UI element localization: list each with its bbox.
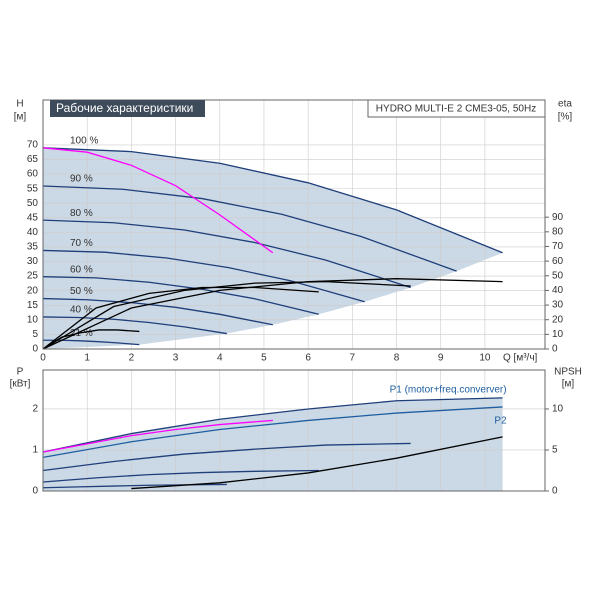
y2-tick-label: 0 — [552, 486, 558, 497]
x-tick-label: 6 — [305, 353, 311, 364]
operating-area — [43, 147, 503, 349]
y-tick-label: 10 — [27, 314, 39, 325]
series-label: 90 % — [70, 174, 93, 185]
series-label: P1 (motor+freq.converver) — [390, 385, 507, 396]
series-line — [42, 147, 503, 254]
y2-tick-label: 90 — [552, 212, 564, 223]
y-tick-label: 5 — [32, 329, 38, 340]
y-tick-label: 55 — [27, 183, 39, 194]
y2-axis-label: NPSH — [554, 367, 582, 378]
operating-area — [43, 397, 503, 491]
y2-tick-label: 80 — [552, 226, 564, 237]
series-line — [42, 286, 319, 350]
y2-tick-label: 5 — [552, 445, 558, 456]
y2-axis-unit: [м] — [562, 379, 575, 390]
y-axis-label: H — [16, 99, 23, 110]
y-tick-label: 15 — [27, 300, 39, 311]
y2-tick-label: 10 — [552, 404, 564, 415]
y2-tick-label: 10 — [552, 329, 564, 340]
series-line — [42, 329, 140, 350]
y-tick-label: 20 — [27, 285, 39, 296]
series-label: 40 % — [70, 305, 93, 316]
series-line — [42, 316, 227, 335]
y-tick-label: 60 — [27, 169, 39, 180]
series-line — [42, 419, 273, 453]
series-line — [131, 436, 503, 490]
y-tick-label: 1 — [32, 445, 38, 456]
series-line — [42, 397, 503, 453]
series-label: 80 % — [70, 208, 93, 219]
series-line — [42, 249, 365, 303]
x-tick-label: 7 — [350, 353, 356, 364]
y-tick-label: 50 — [27, 198, 39, 209]
x-tick-label: 9 — [438, 353, 444, 364]
y-axis-label: P — [17, 367, 24, 378]
y-tick-label: 45 — [27, 212, 39, 223]
series-line — [42, 219, 411, 289]
y2-axis-unit: [%] — [558, 112, 573, 123]
series-line — [42, 147, 274, 254]
y-tick-label: 65 — [27, 154, 39, 165]
y-tick-label: 30 — [27, 256, 39, 267]
plot-frame — [42, 99, 546, 350]
series-line — [42, 469, 319, 483]
series-label: 60 % — [70, 264, 93, 275]
series-line — [42, 297, 273, 326]
series-label: 100 % — [70, 135, 98, 146]
x-axis-label: Q [м³/ч] — [503, 353, 538, 364]
series-line — [42, 276, 319, 315]
x-tick-label: 0 — [40, 353, 46, 364]
series-label: 21 % — [70, 328, 93, 339]
series-label: P2 — [494, 416, 507, 427]
y-tick-label: 35 — [27, 242, 39, 253]
y-tick-label: 25 — [27, 271, 39, 282]
y-axis-unit: [м] — [14, 112, 27, 123]
plot-frame — [42, 369, 546, 492]
x-tick-label: 10 — [479, 353, 491, 364]
y2-axis-label: eta — [558, 99, 572, 110]
y2-tick-label: 40 — [552, 285, 564, 296]
y2-tick-label: 0 — [552, 344, 558, 355]
chart-title: Рабочие характеристики — [56, 101, 193, 115]
y-axis-unit: [кВт] — [10, 379, 31, 390]
y2-tick-label: 20 — [552, 314, 564, 325]
y-tick-label: 0 — [32, 344, 38, 355]
x-tick-label: 2 — [129, 353, 135, 364]
x-tick-label: 4 — [217, 353, 223, 364]
y2-tick-label: 70 — [552, 241, 564, 252]
x-tick-label: 5 — [261, 353, 267, 364]
series-line — [42, 278, 503, 350]
y2-tick-label: 50 — [552, 270, 564, 281]
title-box — [50, 100, 205, 117]
series-line — [42, 406, 503, 459]
y2-tick-label: 30 — [552, 300, 564, 311]
x-tick-label: 1 — [84, 353, 90, 364]
y-tick-label: 40 — [27, 227, 39, 238]
y2-tick-label: 60 — [552, 256, 564, 267]
x-tick-label: 3 — [173, 353, 179, 364]
series-label: 50 % — [70, 286, 93, 297]
y-tick-label: 2 — [32, 404, 38, 415]
series-label: 70 % — [70, 238, 93, 249]
series-line — [42, 280, 411, 350]
chart-subtitle: HYDRO MULTI-E 2 CME3-05, 50Hz — [376, 104, 536, 115]
series-line — [42, 442, 411, 472]
y-tick-label: 0 — [32, 486, 38, 497]
subtitle-box — [367, 99, 546, 118]
y-tick-label: 70 — [27, 140, 39, 151]
x-tick-label: 8 — [394, 353, 400, 364]
series-line — [42, 185, 457, 272]
